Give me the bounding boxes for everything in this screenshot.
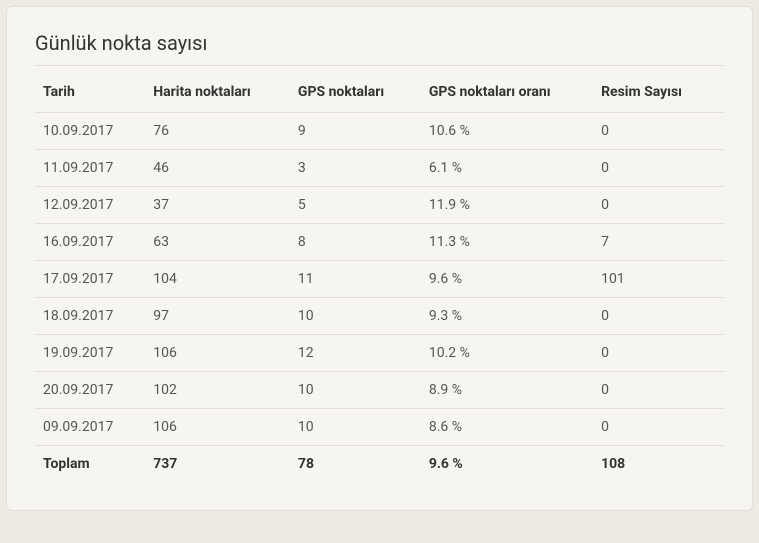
table-cell: 106: [145, 409, 290, 446]
daily-points-table: Tarih Harita noktaları GPS noktaları GPS…: [35, 72, 724, 482]
stats-card: Günlük nokta sayısı Tarih Harita noktala…: [6, 6, 753, 511]
table-cell: 46: [145, 150, 290, 187]
table-total-cell: 737: [145, 446, 290, 483]
table-cell: 11.09.2017: [35, 150, 145, 187]
table-cell: 10.09.2017: [35, 113, 145, 150]
table-cell: 3: [290, 150, 421, 187]
table-cell: 0: [593, 187, 724, 224]
table-cell: 10: [290, 372, 421, 409]
table-cell: 0: [593, 372, 724, 409]
table-total-cell: 108: [593, 446, 724, 483]
table-cell: 11.9 %: [421, 187, 593, 224]
table-cell: 19.09.2017: [35, 335, 145, 372]
table-cell: 11.3 %: [421, 224, 593, 261]
table-cell: 0: [593, 335, 724, 372]
table-cell: 0: [593, 150, 724, 187]
table-cell: 8: [290, 224, 421, 261]
table-cell: 102: [145, 372, 290, 409]
table-cell: 6.1 %: [421, 150, 593, 187]
table-row: 10.09.201776910.6 %0: [35, 113, 724, 150]
table-cell: 9: [290, 113, 421, 150]
table-cell: 0: [593, 409, 724, 446]
table-body: 10.09.201776910.6 %011.09.20174636.1 %01…: [35, 113, 724, 483]
table-cell: 09.09.2017: [35, 409, 145, 446]
table-cell: 12: [290, 335, 421, 372]
divider: [35, 65, 724, 66]
column-header: Harita noktaları: [145, 72, 290, 113]
table-row: 12.09.201737511.9 %0: [35, 187, 724, 224]
table-row: 19.09.20171061210.2 %0: [35, 335, 724, 372]
table-cell: 9.3 %: [421, 298, 593, 335]
table-cell: 63: [145, 224, 290, 261]
table-cell: 0: [593, 113, 724, 150]
table-cell: 20.09.2017: [35, 372, 145, 409]
table-total-cell: Toplam: [35, 446, 145, 483]
table-cell: 7: [593, 224, 724, 261]
table-cell: 8.9 %: [421, 372, 593, 409]
column-header: GPS noktaları: [290, 72, 421, 113]
table-cell: 10.2 %: [421, 335, 593, 372]
table-cell: 37: [145, 187, 290, 224]
table-total-cell: 9.6 %: [421, 446, 593, 483]
table-cell: 11: [290, 261, 421, 298]
table-cell: 10.6 %: [421, 113, 593, 150]
column-header: Resim Sayısı: [593, 72, 724, 113]
table-cell: 106: [145, 335, 290, 372]
table-cell: 16.09.2017: [35, 224, 145, 261]
table-cell: 17.09.2017: [35, 261, 145, 298]
table-header-row: Tarih Harita noktaları GPS noktaları GPS…: [35, 72, 724, 113]
table-cell: 5: [290, 187, 421, 224]
table-cell: 10: [290, 409, 421, 446]
table-row: 11.09.20174636.1 %0: [35, 150, 724, 187]
column-header: GPS noktaları oranı: [421, 72, 593, 113]
table-row: 16.09.201763811.3 %7: [35, 224, 724, 261]
table-cell: 8.6 %: [421, 409, 593, 446]
column-header: Tarih: [35, 72, 145, 113]
table-row: 18.09.201797109.3 %0: [35, 298, 724, 335]
table-cell: 9.6 %: [421, 261, 593, 298]
table-cell: 12.09.2017: [35, 187, 145, 224]
table-cell: 0: [593, 298, 724, 335]
table-cell: 76: [145, 113, 290, 150]
table-row: 09.09.2017106108.6 %0: [35, 409, 724, 446]
table-row: 17.09.2017104119.6 %101: [35, 261, 724, 298]
table-total-row: Toplam737789.6 %108: [35, 446, 724, 483]
table-cell: 97: [145, 298, 290, 335]
table-cell: 10: [290, 298, 421, 335]
table-cell: 104: [145, 261, 290, 298]
table-cell: 101: [593, 261, 724, 298]
table-row: 20.09.2017102108.9 %0: [35, 372, 724, 409]
table-cell: 18.09.2017: [35, 298, 145, 335]
table-total-cell: 78: [290, 446, 421, 483]
card-title: Günlük nokta sayısı: [35, 31, 724, 55]
